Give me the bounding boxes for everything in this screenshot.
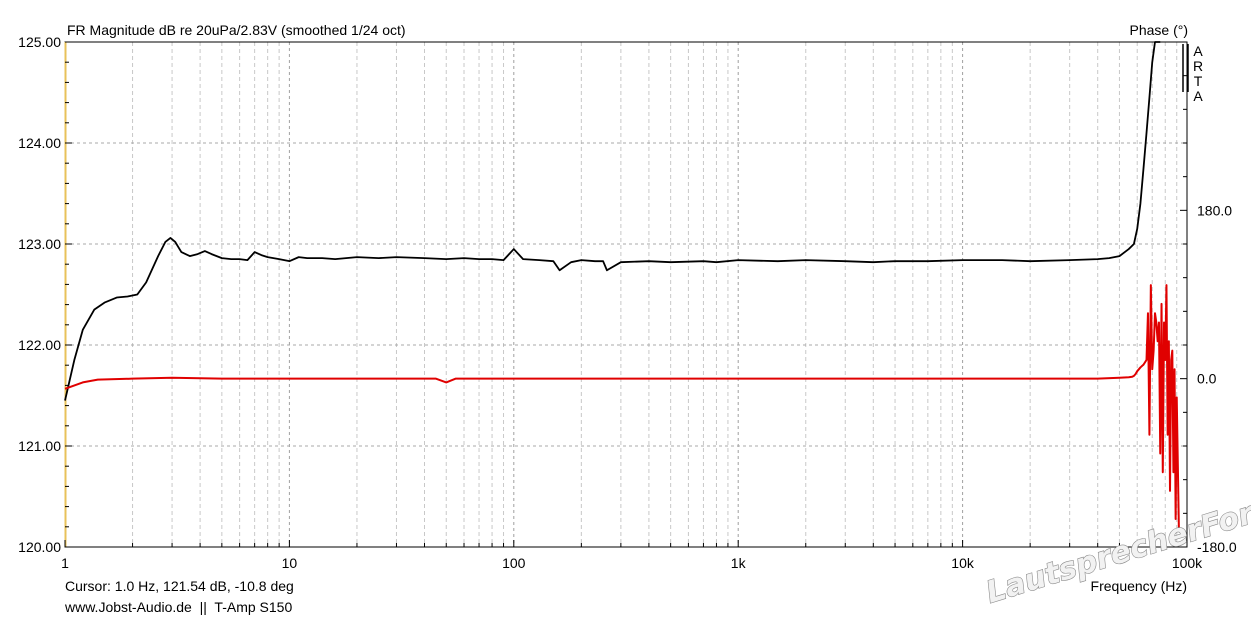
brand-letter: R [1193, 58, 1203, 74]
series-layer [64, 41, 1180, 529]
footer-text: www.Jobst-Audio.de || T-Amp S150 [64, 599, 292, 615]
brand-letter: A [1193, 43, 1203, 59]
cursor-readout: Cursor: 1.0 Hz, 121.54 dB, -10.8 deg [65, 578, 294, 594]
y-tick-label: 120.00 [18, 539, 61, 555]
x-tick-label: 1 [61, 555, 69, 571]
y2-tick-label: -180.0 [1197, 539, 1237, 555]
y-tick-label: 125.00 [18, 34, 61, 50]
y-tick-label: 123.00 [18, 236, 61, 252]
y2-tick-label: 180.0 [1197, 202, 1232, 218]
x-tick-label: 1k [731, 555, 747, 571]
axis-ticks [64, 41, 1187, 548]
x-tick-label: 10 [282, 555, 298, 571]
x-axis-label: Frequency (Hz) [1091, 578, 1187, 594]
x-tick-label: 10k [951, 555, 975, 571]
y-tick-label: 121.00 [18, 438, 61, 454]
y2-tick-label: 0.0 [1197, 371, 1217, 387]
x-tick-label: 100k [1172, 555, 1203, 571]
axis-labels: 125.00 124.00 123.00 122.00 121.00 120.00 180.… [18, 34, 1237, 571]
right-axis-title: Phase (°) [1129, 22, 1188, 38]
brand-letter: A [1193, 88, 1203, 104]
y-tick-label: 122.00 [18, 337, 61, 353]
brand-letter: T [1194, 73, 1203, 89]
y-tick-label: 124.00 [18, 135, 61, 151]
grid [65, 42, 1187, 547]
chart-title: FR Magnitude dB re 20uPa/2.83V (smoothed… [67, 22, 406, 38]
x-tick-label: 100 [502, 555, 526, 571]
phase-series-line [64, 284, 1180, 529]
magnitude-series-line [64, 41, 1161, 401]
